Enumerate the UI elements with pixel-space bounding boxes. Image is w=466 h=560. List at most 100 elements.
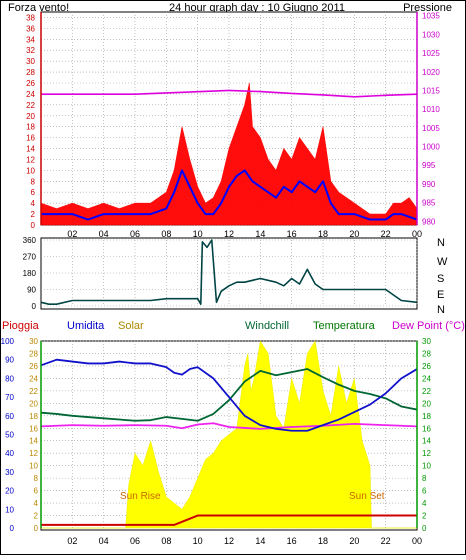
pressure-tick-label: 1020 bbox=[422, 68, 440, 77]
solar-tick-label: 4 bbox=[34, 499, 39, 508]
compass-letter: S bbox=[437, 273, 444, 285]
compass-letter: E bbox=[437, 289, 444, 301]
pressure-tick-label: 985 bbox=[422, 199, 436, 208]
humidity-tick-label: 90 bbox=[5, 356, 14, 365]
humidity-tick-label: 50 bbox=[5, 431, 14, 440]
wind-tick-label: 4 bbox=[31, 199, 36, 208]
x-tick-label: 00 bbox=[412, 229, 422, 239]
wind-tick-label: 0 bbox=[31, 221, 36, 230]
temperature-tick-label: 2 bbox=[422, 512, 427, 521]
wind-tick-label: 30 bbox=[26, 57, 35, 66]
humidity-line bbox=[40, 358, 418, 432]
x-tick-label: 10 bbox=[193, 229, 203, 239]
solar-tick-label: 16 bbox=[29, 424, 38, 433]
solar-tick-label: 14 bbox=[29, 437, 38, 446]
solar-area bbox=[41, 340, 417, 529]
humidity-tick-label: 100 bbox=[1, 337, 15, 346]
solar-tick-label: 18 bbox=[29, 412, 38, 421]
x-tick-label: 18 bbox=[318, 229, 328, 239]
x-tick-label: 00 bbox=[412, 536, 422, 546]
wind-tick-label: 2 bbox=[31, 210, 36, 219]
wind-pressure-marks bbox=[40, 82, 418, 226]
humidity-tick-label: 70 bbox=[5, 393, 14, 402]
wind-tick-label: 18 bbox=[26, 123, 35, 132]
wind-tick-label: 8 bbox=[31, 177, 36, 186]
x-tick-label: 08 bbox=[161, 536, 171, 546]
temperature-tick-label: 10 bbox=[422, 462, 431, 471]
legend-solar: Solar bbox=[118, 320, 144, 332]
legend-temperatura: Temperatura bbox=[313, 320, 376, 332]
pressure-tick-label: 1035 bbox=[422, 12, 440, 21]
graph-title: 24 hour graph day : 10 Giugno 2011 bbox=[169, 2, 345, 14]
x-tick-label: 22 bbox=[381, 229, 391, 239]
x-tick-label: 10 bbox=[193, 536, 203, 546]
x-tick-label: 20 bbox=[349, 536, 359, 546]
solar-tick-label: 20 bbox=[29, 399, 38, 408]
wind-tick-label: 36 bbox=[26, 24, 35, 33]
compass-letter: W bbox=[437, 256, 448, 268]
x-tick-label: 08 bbox=[161, 229, 171, 239]
solar-tick-label: 10 bbox=[29, 462, 38, 471]
humidity-tick-label: 40 bbox=[5, 449, 14, 458]
solar-tick-label: 2 bbox=[34, 512, 39, 521]
sun-rise-label: Sun Rise bbox=[120, 491, 161, 502]
legend-umidita: Umidita bbox=[67, 320, 105, 332]
wind-tick-label: 24 bbox=[26, 90, 35, 99]
temperature-tick-label: 22 bbox=[422, 387, 431, 396]
humidity-tick-label: 10 bbox=[5, 505, 14, 514]
x-tick-label: 02 bbox=[67, 229, 77, 239]
pressure-tick-label: 1005 bbox=[422, 124, 440, 133]
sun-set-label: Sun Set bbox=[349, 491, 385, 502]
humidity-tick-label: 20 bbox=[5, 487, 14, 496]
solar-tick-label: 22 bbox=[29, 387, 38, 396]
temperature-tick-label: 16 bbox=[422, 424, 431, 433]
pressure-tick-label: 1000 bbox=[422, 143, 440, 152]
x-tick-label: 16 bbox=[287, 229, 297, 239]
legend-row: Pioggia Umidita Solar Windchill Temperat… bbox=[2, 320, 465, 332]
x-tick-label: 12 bbox=[224, 229, 234, 239]
wind-direction-ticks: 0 90 180 270 360 bbox=[23, 236, 37, 311]
direction-tick-label: 0 bbox=[32, 302, 37, 311]
pressure-tick-label: 995 bbox=[422, 161, 436, 170]
x-tick-label: 06 bbox=[130, 536, 140, 546]
wind-direction-marks bbox=[40, 239, 418, 305]
temperature-tick-label: 12 bbox=[422, 449, 431, 458]
temperature-marks bbox=[40, 340, 418, 529]
wind-tick-label: 38 bbox=[26, 13, 35, 22]
wind-tick-label: 20 bbox=[26, 112, 35, 121]
rain-line bbox=[41, 514, 417, 526]
wind-tick-label: 14 bbox=[26, 145, 35, 154]
wind-average-line bbox=[41, 169, 418, 221]
humidity-tick-label: 80 bbox=[5, 374, 14, 383]
direction-tick-label: 360 bbox=[23, 236, 37, 245]
solar-tick-label: 26 bbox=[29, 362, 38, 371]
wind-tick-label: 6 bbox=[31, 188, 36, 197]
humidity-tick-label: 60 bbox=[5, 412, 14, 421]
x-tick-label: 18 bbox=[318, 536, 328, 546]
pressure-tick-label: 1010 bbox=[422, 105, 440, 114]
humidity-tick-label: 0 bbox=[10, 524, 15, 533]
x-tick-label: 04 bbox=[99, 229, 109, 239]
x-tick-label: 14 bbox=[255, 229, 265, 239]
humidity-tick-label: 30 bbox=[5, 468, 14, 477]
direction-tick-label: 270 bbox=[23, 253, 37, 262]
solar-tick-label: 8 bbox=[34, 474, 39, 483]
wind-tick-label: 28 bbox=[26, 68, 35, 77]
dewpoint-line bbox=[40, 422, 418, 430]
pressure-tick-label: 1030 bbox=[422, 30, 440, 39]
pressure-tick-label: 1015 bbox=[422, 86, 440, 95]
legend-windchill: Windchill bbox=[245, 320, 289, 332]
temperature-tick-label: 0 bbox=[422, 524, 427, 533]
direction-tick-label: 180 bbox=[23, 269, 37, 278]
pressure-title: Pressione bbox=[403, 2, 452, 14]
temperature-tick-label: 20 bbox=[422, 399, 431, 408]
temperature-tick-label: 8 bbox=[422, 474, 427, 483]
temperature-tick-label: 4 bbox=[422, 499, 427, 508]
compass-letter: N bbox=[437, 237, 445, 249]
wind-tick-label: 22 bbox=[26, 101, 35, 110]
solar-tick-label: 28 bbox=[29, 349, 38, 358]
temperature-tick-label: 14 bbox=[422, 437, 431, 446]
wind-title: Forza vento! bbox=[8, 2, 69, 14]
